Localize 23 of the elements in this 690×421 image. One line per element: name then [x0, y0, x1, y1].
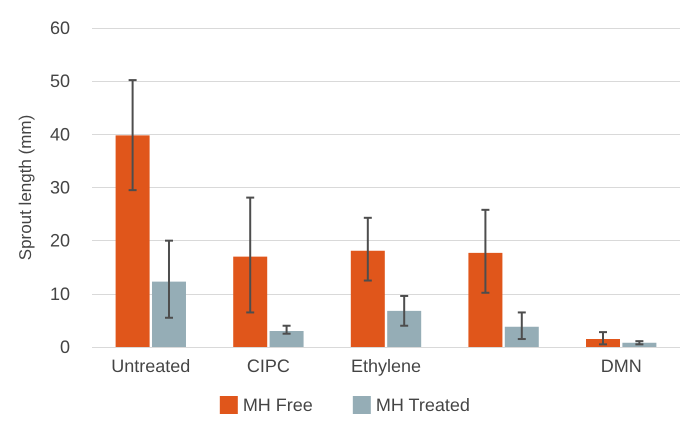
x-tick-label: Ethylene — [350, 356, 422, 376]
x-tick-label: Untreated — [111, 356, 190, 376]
y-tick-label: 10 — [50, 284, 70, 304]
bar — [586, 339, 620, 347]
bar — [116, 135, 150, 347]
bar — [504, 326, 539, 347]
bar — [233, 256, 268, 347]
y-tick-label: 20 — [50, 230, 70, 251]
x-tick-label: DMN — [600, 356, 642, 376]
x-tick-label: CIPC — [246, 356, 290, 376]
y-tick-label: 50 — [50, 71, 70, 92]
y-axis-title: Sprout length (mm) — [16, 114, 35, 260]
legend-label: MH Treated — [376, 395, 470, 415]
y-tick-label: 0 — [60, 337, 70, 357]
legend-label: MH Free — [242, 395, 313, 415]
bar — [152, 282, 186, 347]
y-tick-label: 60 — [50, 18, 70, 38]
y-tick-label: 40 — [50, 124, 70, 144]
bar — [270, 331, 304, 347]
bar — [387, 310, 422, 347]
bar — [468, 252, 502, 347]
y-tick-label: 30 — [50, 178, 70, 198]
bar — [350, 250, 385, 347]
